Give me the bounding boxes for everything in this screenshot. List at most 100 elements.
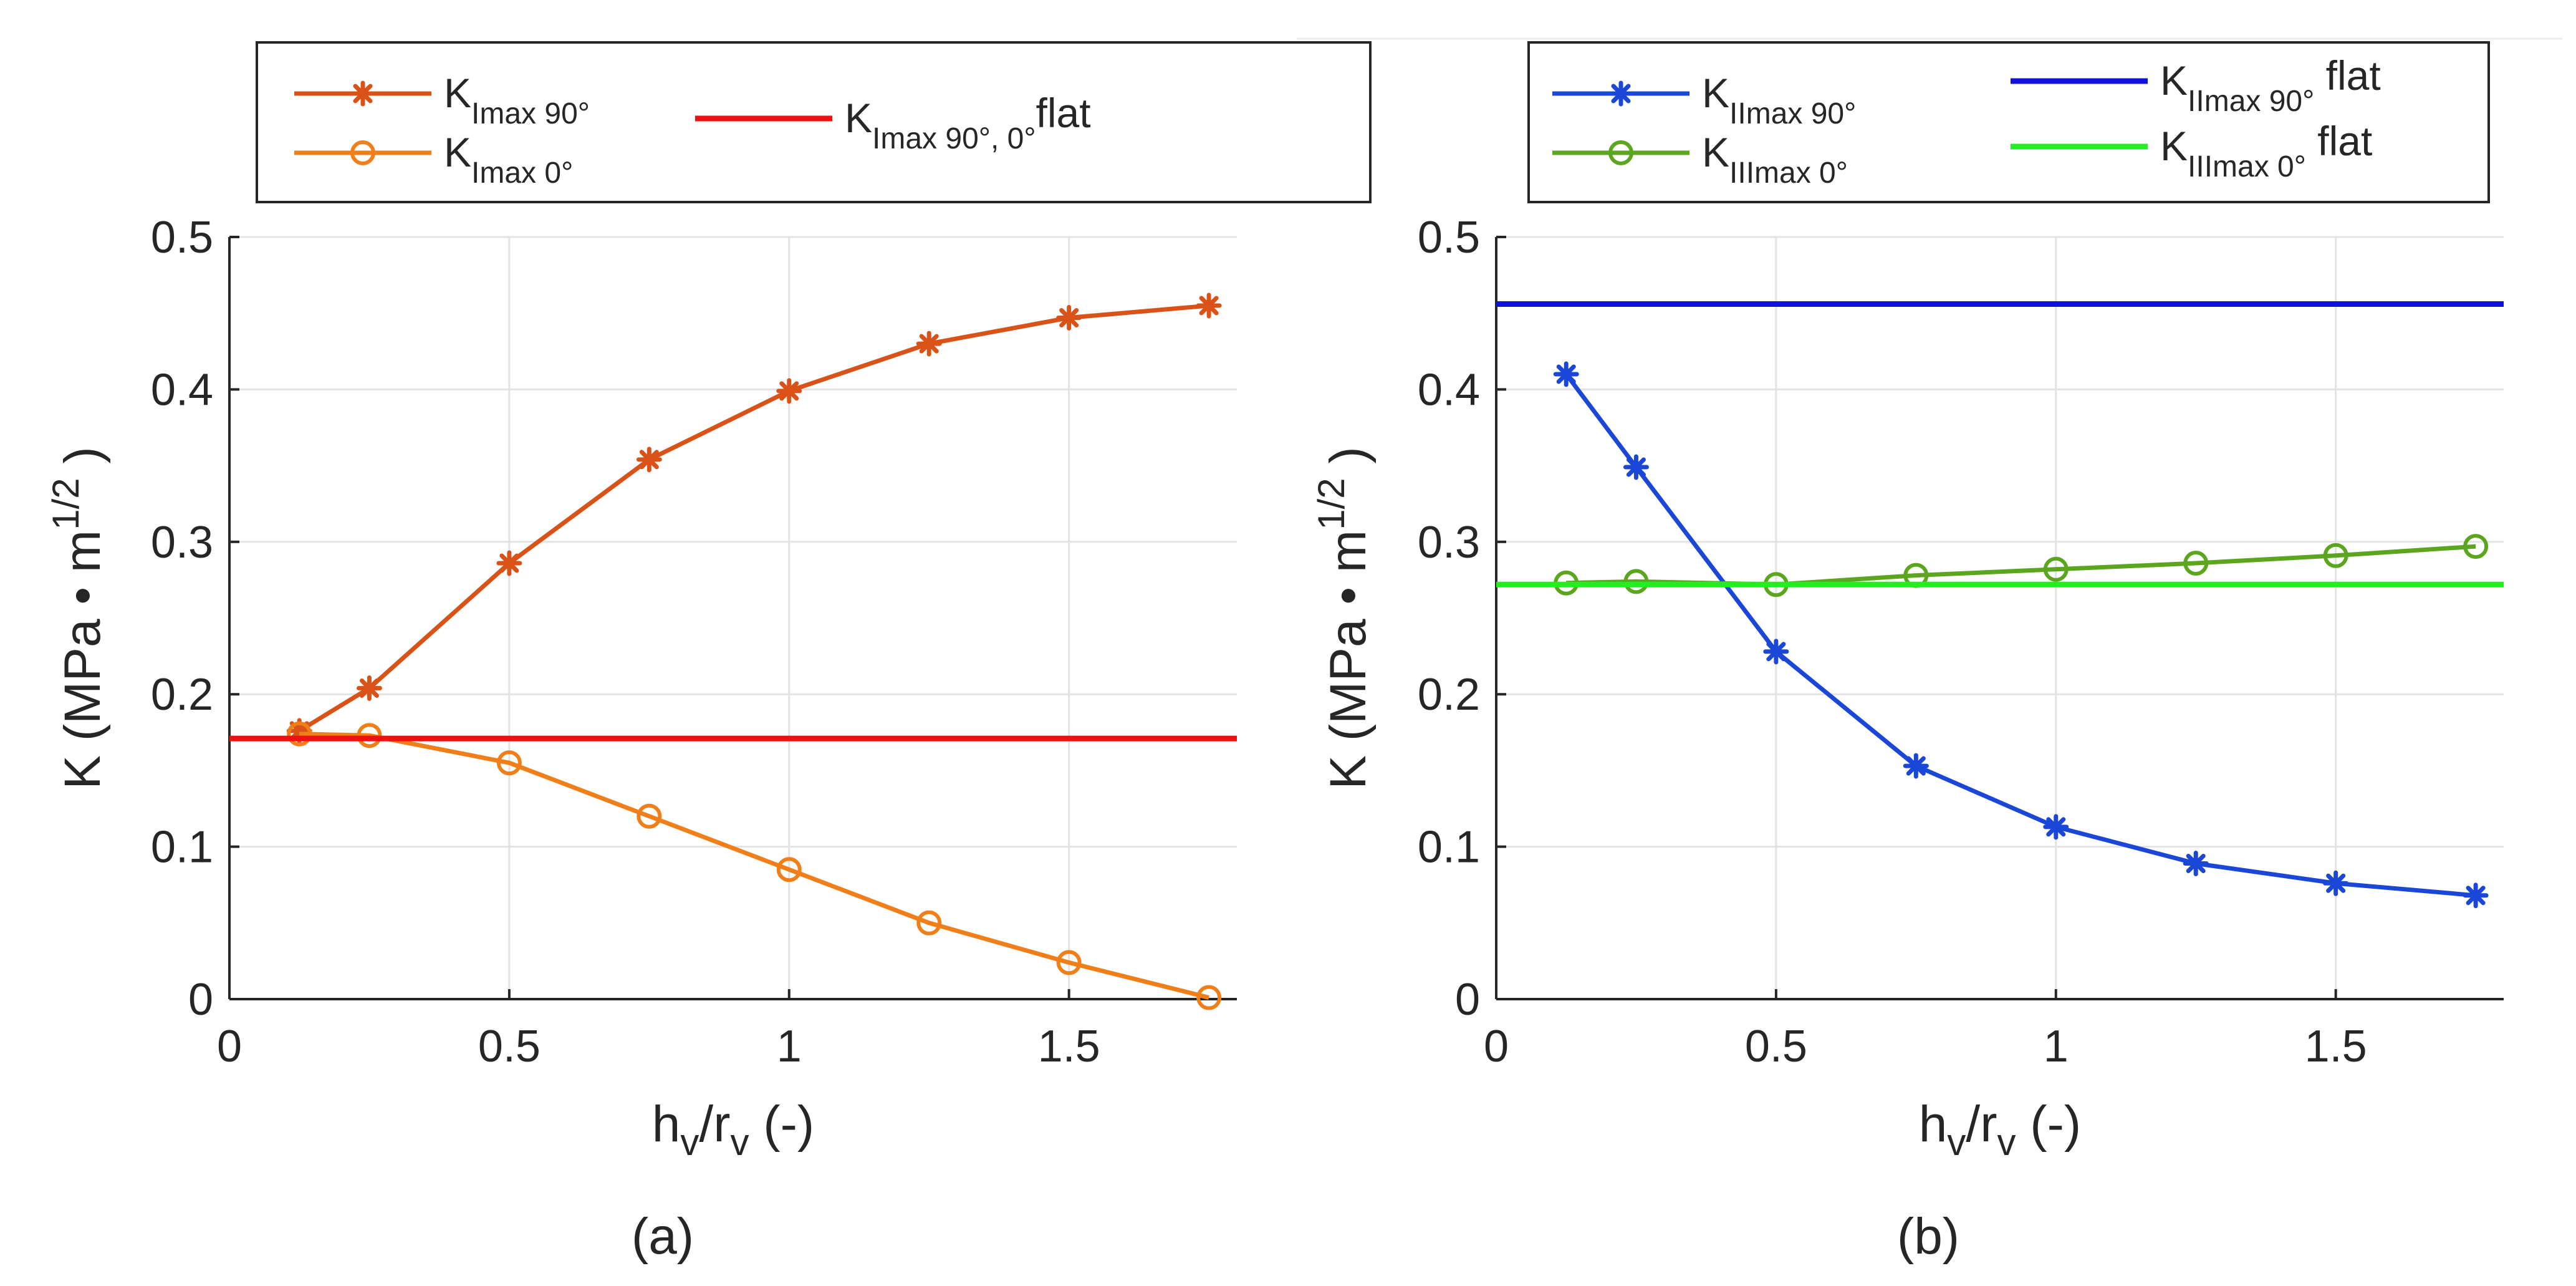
legend-label-base: K (444, 70, 471, 116)
x-axis-label-h-subscript: v (680, 1121, 699, 1163)
data-point (496, 750, 522, 776)
x-axis-label-h-subscript: v (1947, 1121, 1966, 1163)
x-axis-label-h: h (652, 1096, 681, 1153)
y-axis-label: K (MPa • m1/2 ) (1310, 447, 1377, 790)
x-tick-label: 1.5 (2305, 1022, 2367, 1071)
legend-entry-3: KImax 90°, 0°flat (695, 90, 1091, 155)
legend-label-suffix: flat (1036, 90, 1091, 136)
legend-entry-4: KIIImax 0° flat (2011, 118, 2372, 183)
legend-entry-1: KIImax 90° (1552, 70, 1856, 130)
y-tick-label: 0.2 (151, 670, 213, 720)
data-point-stroke (919, 334, 939, 354)
data-point-stroke (1906, 756, 1926, 776)
x-axis-label-h: h (1919, 1096, 1948, 1153)
x-axis-label-r-subscript: v (1997, 1121, 2016, 1163)
data-point (357, 723, 382, 748)
data-point (916, 331, 942, 357)
legend-label-base: K (2160, 123, 2188, 169)
legend-label-subscript: Imax 90° (471, 97, 590, 130)
series-1 (286, 292, 1222, 744)
data-point (2183, 850, 2209, 876)
legend-label-suffix: flat (2314, 52, 2380, 99)
y-tick-label: 0 (188, 975, 213, 1025)
legend: KIImax 90°KIIImax 0°KIImax 90° flatKIIIm… (1527, 41, 2490, 203)
data-point-stroke (1626, 457, 1646, 477)
panel-caption: (a) (632, 1208, 694, 1265)
data-point-stroke (2186, 853, 2206, 874)
data-point-stroke (779, 381, 799, 401)
x-axis-label: hv/rv (-) (652, 1096, 814, 1163)
y-axis-label-unit: m (54, 530, 111, 587)
legend-entry-2: KImax 0° (294, 129, 573, 190)
data-point (776, 378, 802, 404)
x-tick-label: 0 (1484, 1022, 1509, 1071)
series-line (298, 303, 1209, 733)
data-point (287, 721, 312, 747)
y-tick-label: 0.5 (151, 213, 213, 263)
legend-label-suffix: flat (2306, 118, 2372, 164)
data-point (2463, 534, 2489, 559)
y-tick-label: 0.1 (151, 823, 213, 873)
data-point (1623, 454, 1649, 480)
data-point-stroke (639, 450, 659, 470)
legend-marker-stroke (353, 84, 373, 104)
data-point-stroke (2326, 873, 2346, 893)
y-axis-label-bullet: • (54, 587, 111, 605)
plot-area (229, 237, 1237, 999)
data-point-stroke (1199, 296, 1219, 316)
data-point-stroke (1059, 308, 1079, 328)
y-axis-label-unit: m (1320, 530, 1377, 587)
legend-label: KImax 90° (444, 70, 590, 130)
y-tick-label: 0.1 (1418, 823, 1480, 873)
data-point-stroke (359, 678, 379, 698)
x-axis-label-unit: (-) (749, 1096, 815, 1153)
legend-label: KIImax 90° (1702, 70, 1856, 130)
data-point (1903, 753, 1929, 779)
data-point (1056, 950, 1082, 975)
x-tick-label: 1 (2044, 1022, 2069, 1071)
data-point (916, 910, 942, 935)
legend-entry-3: KIImax 90° flat (2011, 52, 2381, 118)
x-axis-label-slash: /r (699, 1096, 730, 1153)
legend-label: KImax 90°, 0°flat (845, 90, 1091, 155)
data-point (1623, 569, 1649, 594)
y-axis-label-main: K (MPa (54, 605, 111, 790)
legend-label-subscript: Imax 0° (471, 157, 573, 190)
x-tick-label: 0.5 (1745, 1022, 1807, 1071)
data-point (1553, 361, 1579, 387)
y-axis-label: K (MPa • m1/2 ) (45, 447, 111, 790)
y-tick-label: 0.3 (151, 518, 213, 568)
data-point (776, 857, 802, 882)
legend-label-base: K (1702, 70, 1729, 116)
panel-caption: (b) (1897, 1208, 1959, 1265)
data-point (496, 550, 522, 576)
series-line (1564, 372, 2476, 898)
series-1 (1553, 361, 2489, 909)
data-point (2183, 551, 2209, 576)
legend-box (256, 41, 1372, 203)
x-axis-label-unit: (-) (2016, 1096, 2082, 1153)
data-point (637, 803, 662, 829)
legend-marker (350, 140, 375, 165)
legend-label: KIIImax 0° (1702, 129, 1848, 190)
data-point-stroke (1556, 364, 1576, 384)
x-axis-label-slash: /r (1966, 1096, 1997, 1153)
y-tick-label: 0 (1455, 975, 1480, 1025)
data-point (1763, 639, 1789, 665)
data-point-stroke (2046, 817, 2066, 837)
legend-label-subscript: IIImax 0° (1729, 157, 1848, 190)
legend-marker-stroke (1611, 84, 1631, 104)
legend-label-subscript: Imax 90°, 0° (872, 122, 1036, 155)
data-point (1196, 985, 1222, 1010)
x-tick-label: 0 (217, 1022, 242, 1071)
data-point (2463, 882, 2489, 909)
y-tick-label: 0.4 (151, 365, 213, 415)
y-tick-label: 0.5 (1418, 213, 1480, 263)
legend-marker (350, 80, 376, 107)
y-tick-label: 0.4 (1418, 365, 1480, 415)
y-axis-label-exponent: 1/2 (45, 478, 87, 529)
legend-label-base: K (444, 129, 471, 175)
legend-entry-1: KImax 90° (294, 70, 590, 130)
